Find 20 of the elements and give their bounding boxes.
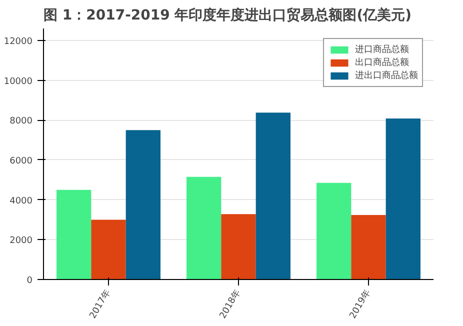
y-tick-label: 0	[26, 276, 33, 286]
bar	[316, 182, 352, 280]
chart-title: 图 1：2017-2019 年印度年度进出口贸易总额图(亿美元)	[44, 6, 412, 24]
legend-label: 进口商品总额	[355, 44, 409, 56]
bar	[56, 190, 92, 280]
legend-label: 出口商品总额	[355, 56, 409, 69]
y-tick-label: 8000	[10, 116, 33, 127]
bar	[386, 118, 420, 280]
bar	[221, 214, 256, 280]
bar	[186, 176, 222, 280]
y-tick-label: 2000	[10, 236, 33, 246]
bar	[91, 220, 126, 280]
bar	[351, 214, 386, 280]
legend-label: 进出口商品总额	[355, 70, 418, 82]
y-tick-label: 4000	[10, 196, 33, 206]
y-tick-label: 6000	[10, 156, 33, 166]
y-tick-label: 12000	[4, 36, 33, 47]
y-tick-label: 10000	[4, 76, 33, 87]
bar	[256, 112, 290, 280]
bar	[126, 130, 160, 280]
